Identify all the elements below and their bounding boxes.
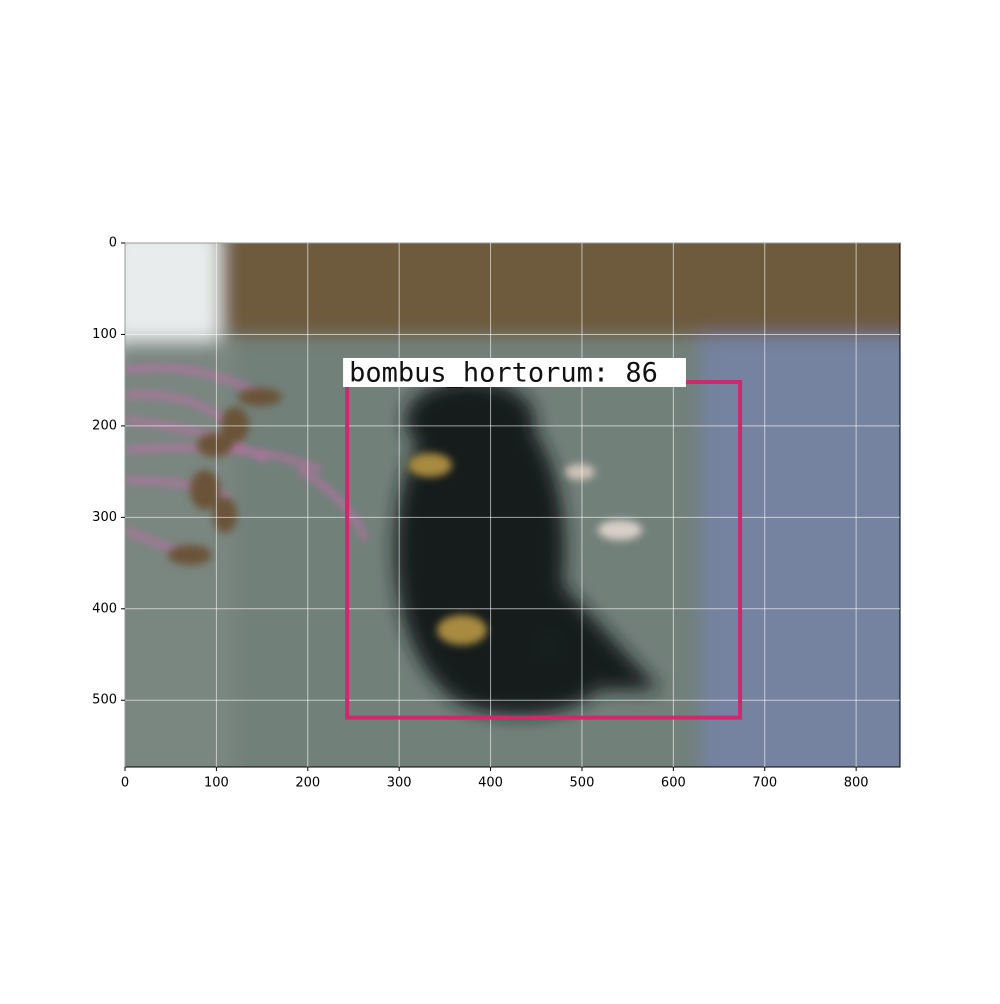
y-tick-label: 200 bbox=[92, 418, 117, 433]
x-tick-label: 0 bbox=[121, 776, 129, 791]
x-tick-label: 100 bbox=[204, 776, 229, 791]
box-label: bombus_hortorum: 86 bbox=[349, 358, 658, 389]
y-tick-label: 500 bbox=[92, 693, 117, 708]
x-tick-label: 500 bbox=[570, 776, 595, 791]
label-background bbox=[343, 358, 686, 388]
y-tick-label: 400 bbox=[92, 601, 117, 616]
x-tick-label: 300 bbox=[387, 776, 412, 791]
photo bbox=[125, 243, 900, 767]
x-tick-label: 400 bbox=[478, 776, 503, 791]
x-tick-label: 800 bbox=[844, 776, 869, 791]
y-tick-label: 0 bbox=[109, 236, 117, 251]
y-tick-label: 300 bbox=[92, 510, 117, 525]
x-tick-label: 700 bbox=[752, 776, 777, 791]
y-tick-label: 100 bbox=[92, 327, 117, 342]
x-tick-label: 600 bbox=[661, 776, 686, 791]
x-tick-label: 200 bbox=[295, 776, 320, 791]
